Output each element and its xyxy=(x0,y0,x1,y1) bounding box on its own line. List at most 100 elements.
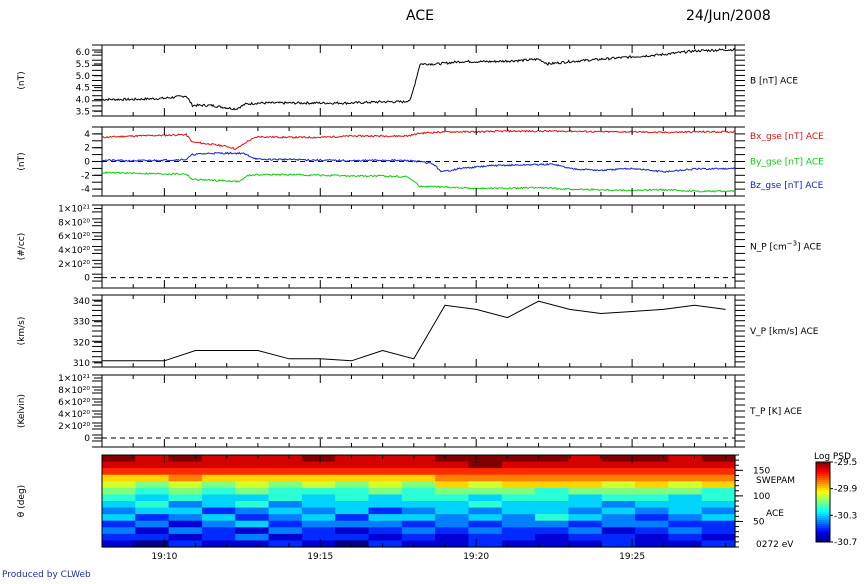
heatmap-cell xyxy=(501,455,536,463)
y-axis-label: (nT) xyxy=(17,71,27,89)
colorbar-segment xyxy=(816,540,830,543)
heatmap-cell xyxy=(201,520,236,528)
heatmap-cell xyxy=(335,501,370,509)
heatmap-cell xyxy=(301,540,336,548)
heatmap-cell xyxy=(368,540,403,548)
heatmap-cell xyxy=(201,501,236,509)
heatmap-cell xyxy=(368,455,403,463)
heatmap-cell xyxy=(501,461,536,469)
heatmap-cell xyxy=(435,520,470,528)
footer-credit: Produced by CLWeb xyxy=(2,570,91,580)
heatmap-cell xyxy=(501,487,536,496)
heatmap-cell xyxy=(535,514,570,522)
heatmap-cell xyxy=(701,520,736,528)
y-tick-label: 50 xyxy=(753,517,765,527)
heatmap-cell xyxy=(102,461,136,469)
heatmap-cell xyxy=(468,507,503,515)
heatmap-cell xyxy=(701,501,736,509)
heatmap-cell xyxy=(102,507,136,515)
heatmap-cell xyxy=(601,487,636,496)
colorbar-segment xyxy=(816,462,830,465)
colorbar-segment xyxy=(816,534,830,537)
heatmap-cell xyxy=(701,507,736,515)
heatmap-cell xyxy=(335,487,370,496)
heatmap-cell xyxy=(368,527,403,535)
heatmap-cell xyxy=(401,533,436,542)
heatmap-cell xyxy=(268,468,303,476)
heatmap-cell xyxy=(235,520,270,528)
colorbar-segment xyxy=(816,508,830,511)
y-tick-label: 4×10²⁰ xyxy=(58,246,90,256)
heatmap-cell xyxy=(701,527,736,535)
colorbar-segment xyxy=(816,468,830,471)
heatmap-cell xyxy=(435,474,470,482)
heatmap-cell xyxy=(268,487,303,496)
heatmap-cell xyxy=(368,507,403,515)
heatmap-cell xyxy=(102,494,136,502)
heatmap-cell xyxy=(102,468,136,476)
heatmap-cell xyxy=(668,533,703,542)
heatmap-cell xyxy=(435,494,470,502)
colorbar-segment xyxy=(816,498,830,501)
heatmap-cell xyxy=(301,487,336,496)
y-tick-label: 4 xyxy=(84,130,90,140)
heatmap-cell xyxy=(168,527,203,535)
heatmap-cell xyxy=(635,533,669,542)
heatmap-cell xyxy=(468,461,503,469)
colorbar-segment xyxy=(816,464,830,467)
heatmap-cell xyxy=(535,461,570,469)
heatmap-cell xyxy=(135,520,170,528)
heatmap-cell xyxy=(201,533,236,542)
y-tick-label: 6×10²⁰ xyxy=(58,232,90,242)
heatmap-cell xyxy=(535,474,570,482)
heatmap-cell xyxy=(435,514,470,522)
heatmap-cell xyxy=(201,455,236,463)
heatmap-cell xyxy=(102,481,136,489)
heatmap-cell xyxy=(435,468,470,476)
heatmap-cell xyxy=(468,540,503,548)
colorbar-segment xyxy=(816,538,830,541)
y-tick-label: -4 xyxy=(81,185,90,195)
heatmap-cell xyxy=(201,487,236,496)
colorbar-title: Log PSD xyxy=(814,452,851,462)
heatmap-cell xyxy=(335,474,370,482)
heatmap-cell xyxy=(568,514,603,522)
heatmap-side-label-swepam: SWEPAM xyxy=(756,476,795,486)
heatmap-cell xyxy=(568,533,603,542)
heatmap-cell xyxy=(701,514,736,522)
heatmap-cell xyxy=(301,507,336,515)
heatmap-cell xyxy=(235,481,270,489)
heatmap-cell xyxy=(201,507,236,515)
heatmap-cell xyxy=(301,514,336,522)
heatmap-cell xyxy=(535,527,570,535)
heatmap-cell xyxy=(102,520,136,528)
heatmap-cell xyxy=(568,507,603,515)
y-tick-label: 320 xyxy=(73,338,90,348)
heatmap-cell xyxy=(102,514,136,522)
heatmap-cell xyxy=(168,501,203,509)
series-label-t_p: T_P [K] ACE xyxy=(749,407,802,417)
heatmap-cell xyxy=(201,461,236,469)
heatmap-cell xyxy=(501,514,536,522)
heatmap-cell xyxy=(168,494,203,502)
heatmap-cell xyxy=(135,468,170,476)
heatmap-cell xyxy=(435,481,470,489)
heatmap-cell xyxy=(335,527,370,535)
chart-title: ACE xyxy=(406,8,434,24)
heatmap-cell xyxy=(535,487,570,496)
heatmap-cell xyxy=(635,520,669,528)
heatmap-cell xyxy=(468,487,503,496)
heatmap-cell xyxy=(135,461,170,469)
heatmap-cell xyxy=(668,527,703,535)
heatmap-cell xyxy=(301,481,336,489)
colorbar-segment xyxy=(816,470,830,473)
y-tick-label: 1×10²¹ xyxy=(58,204,90,214)
y-tick-label: 2 xyxy=(84,144,90,154)
y-axis-label: (Kelvin) xyxy=(17,394,27,428)
heatmap-cell xyxy=(168,514,203,522)
series-line-bz xyxy=(101,151,736,174)
heatmap-cell xyxy=(301,468,336,476)
colorbar-segment xyxy=(816,514,830,517)
heatmap-cell xyxy=(535,455,570,463)
heatmap-cell xyxy=(102,501,136,509)
